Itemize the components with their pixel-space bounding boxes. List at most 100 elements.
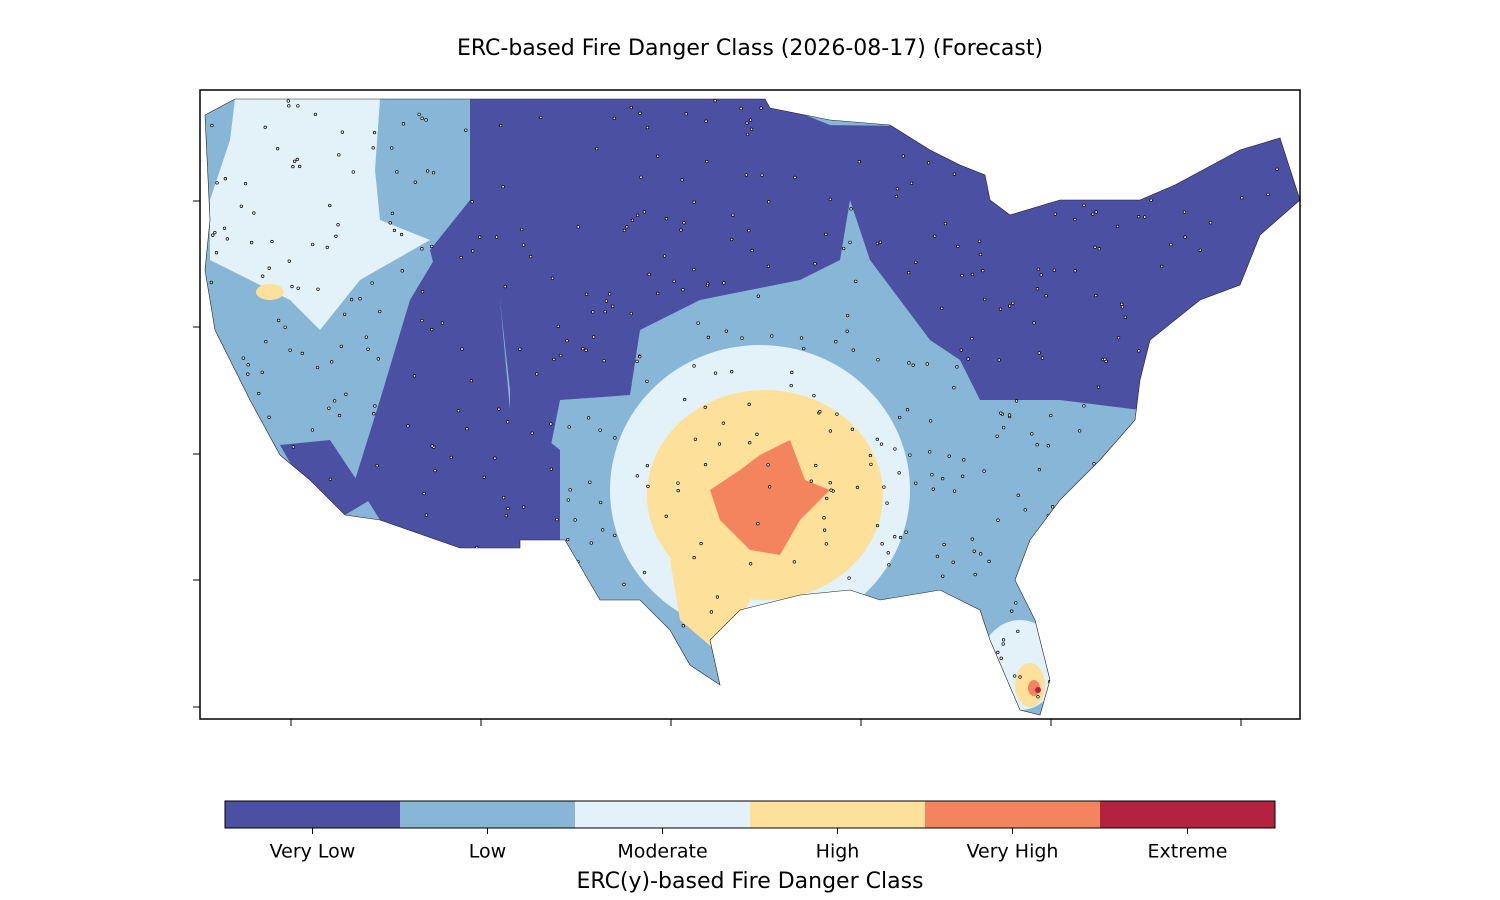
station [324,663,328,667]
station [581,347,585,351]
station [933,234,937,238]
station [630,218,635,222]
station [1115,640,1119,645]
station [205,612,209,616]
station [459,255,463,260]
station [681,624,685,628]
station [1210,406,1214,410]
station [504,693,508,697]
station [1171,646,1176,650]
station [679,657,683,661]
station [270,239,274,244]
station [996,650,1000,655]
station [699,541,703,546]
station [951,560,955,564]
station [756,522,760,526]
station [1156,529,1161,534]
station [1160,179,1164,184]
station [874,691,879,696]
station [276,318,281,323]
station [540,664,544,669]
station [1136,215,1141,219]
station [959,348,963,352]
axis-ticks [193,200,1242,726]
station [1165,185,1169,189]
station [1002,425,1006,430]
station [249,240,254,245]
station [1128,706,1133,710]
station [660,690,664,695]
station [1148,499,1152,504]
colorbar-segment [1100,801,1275,828]
station [576,225,580,229]
map-title: ERC-based Fire Danger Class (2026-08-17)… [457,36,1043,61]
station [337,413,342,418]
station [960,474,965,478]
station [520,227,524,232]
station [313,589,317,593]
station [1123,508,1128,513]
station [1154,424,1158,429]
station [592,597,596,601]
station [1120,305,1125,309]
station [806,638,810,643]
station [279,527,284,531]
station [349,297,354,302]
station [482,475,486,479]
station [1240,528,1244,533]
station [878,240,883,244]
station [900,665,905,669]
station [1140,191,1144,196]
station [1155,125,1159,129]
station [211,233,215,237]
station [390,211,395,216]
station [598,428,602,432]
station [885,501,889,505]
station [956,244,960,249]
station [802,346,806,351]
station [431,171,436,175]
station [930,666,935,671]
region [355,250,560,548]
station [996,99,1000,103]
station [1177,509,1182,514]
station [713,371,718,375]
station [818,409,822,414]
station [392,228,397,233]
station [822,516,826,520]
station [1101,687,1106,691]
station [821,100,825,104]
station [914,481,918,485]
station [669,674,673,678]
station [955,365,959,369]
station [749,631,753,635]
station [260,571,264,575]
station [729,237,734,242]
station [364,335,368,339]
station [745,121,749,125]
station [424,118,428,122]
station [875,241,880,246]
station [704,119,708,123]
station [1094,293,1098,298]
station [1039,273,1043,277]
station [267,415,271,419]
station [555,517,559,522]
station [1222,712,1226,715]
station [296,286,300,290]
station [464,128,468,132]
station [434,686,438,690]
station [475,545,479,550]
station [264,340,268,344]
station [342,662,346,666]
station [750,248,754,253]
station [952,386,956,390]
station [420,247,424,251]
station [206,659,210,664]
station [518,347,522,351]
station [947,454,951,458]
station [642,210,647,214]
station [497,407,501,411]
station [556,324,560,328]
station [334,234,338,238]
